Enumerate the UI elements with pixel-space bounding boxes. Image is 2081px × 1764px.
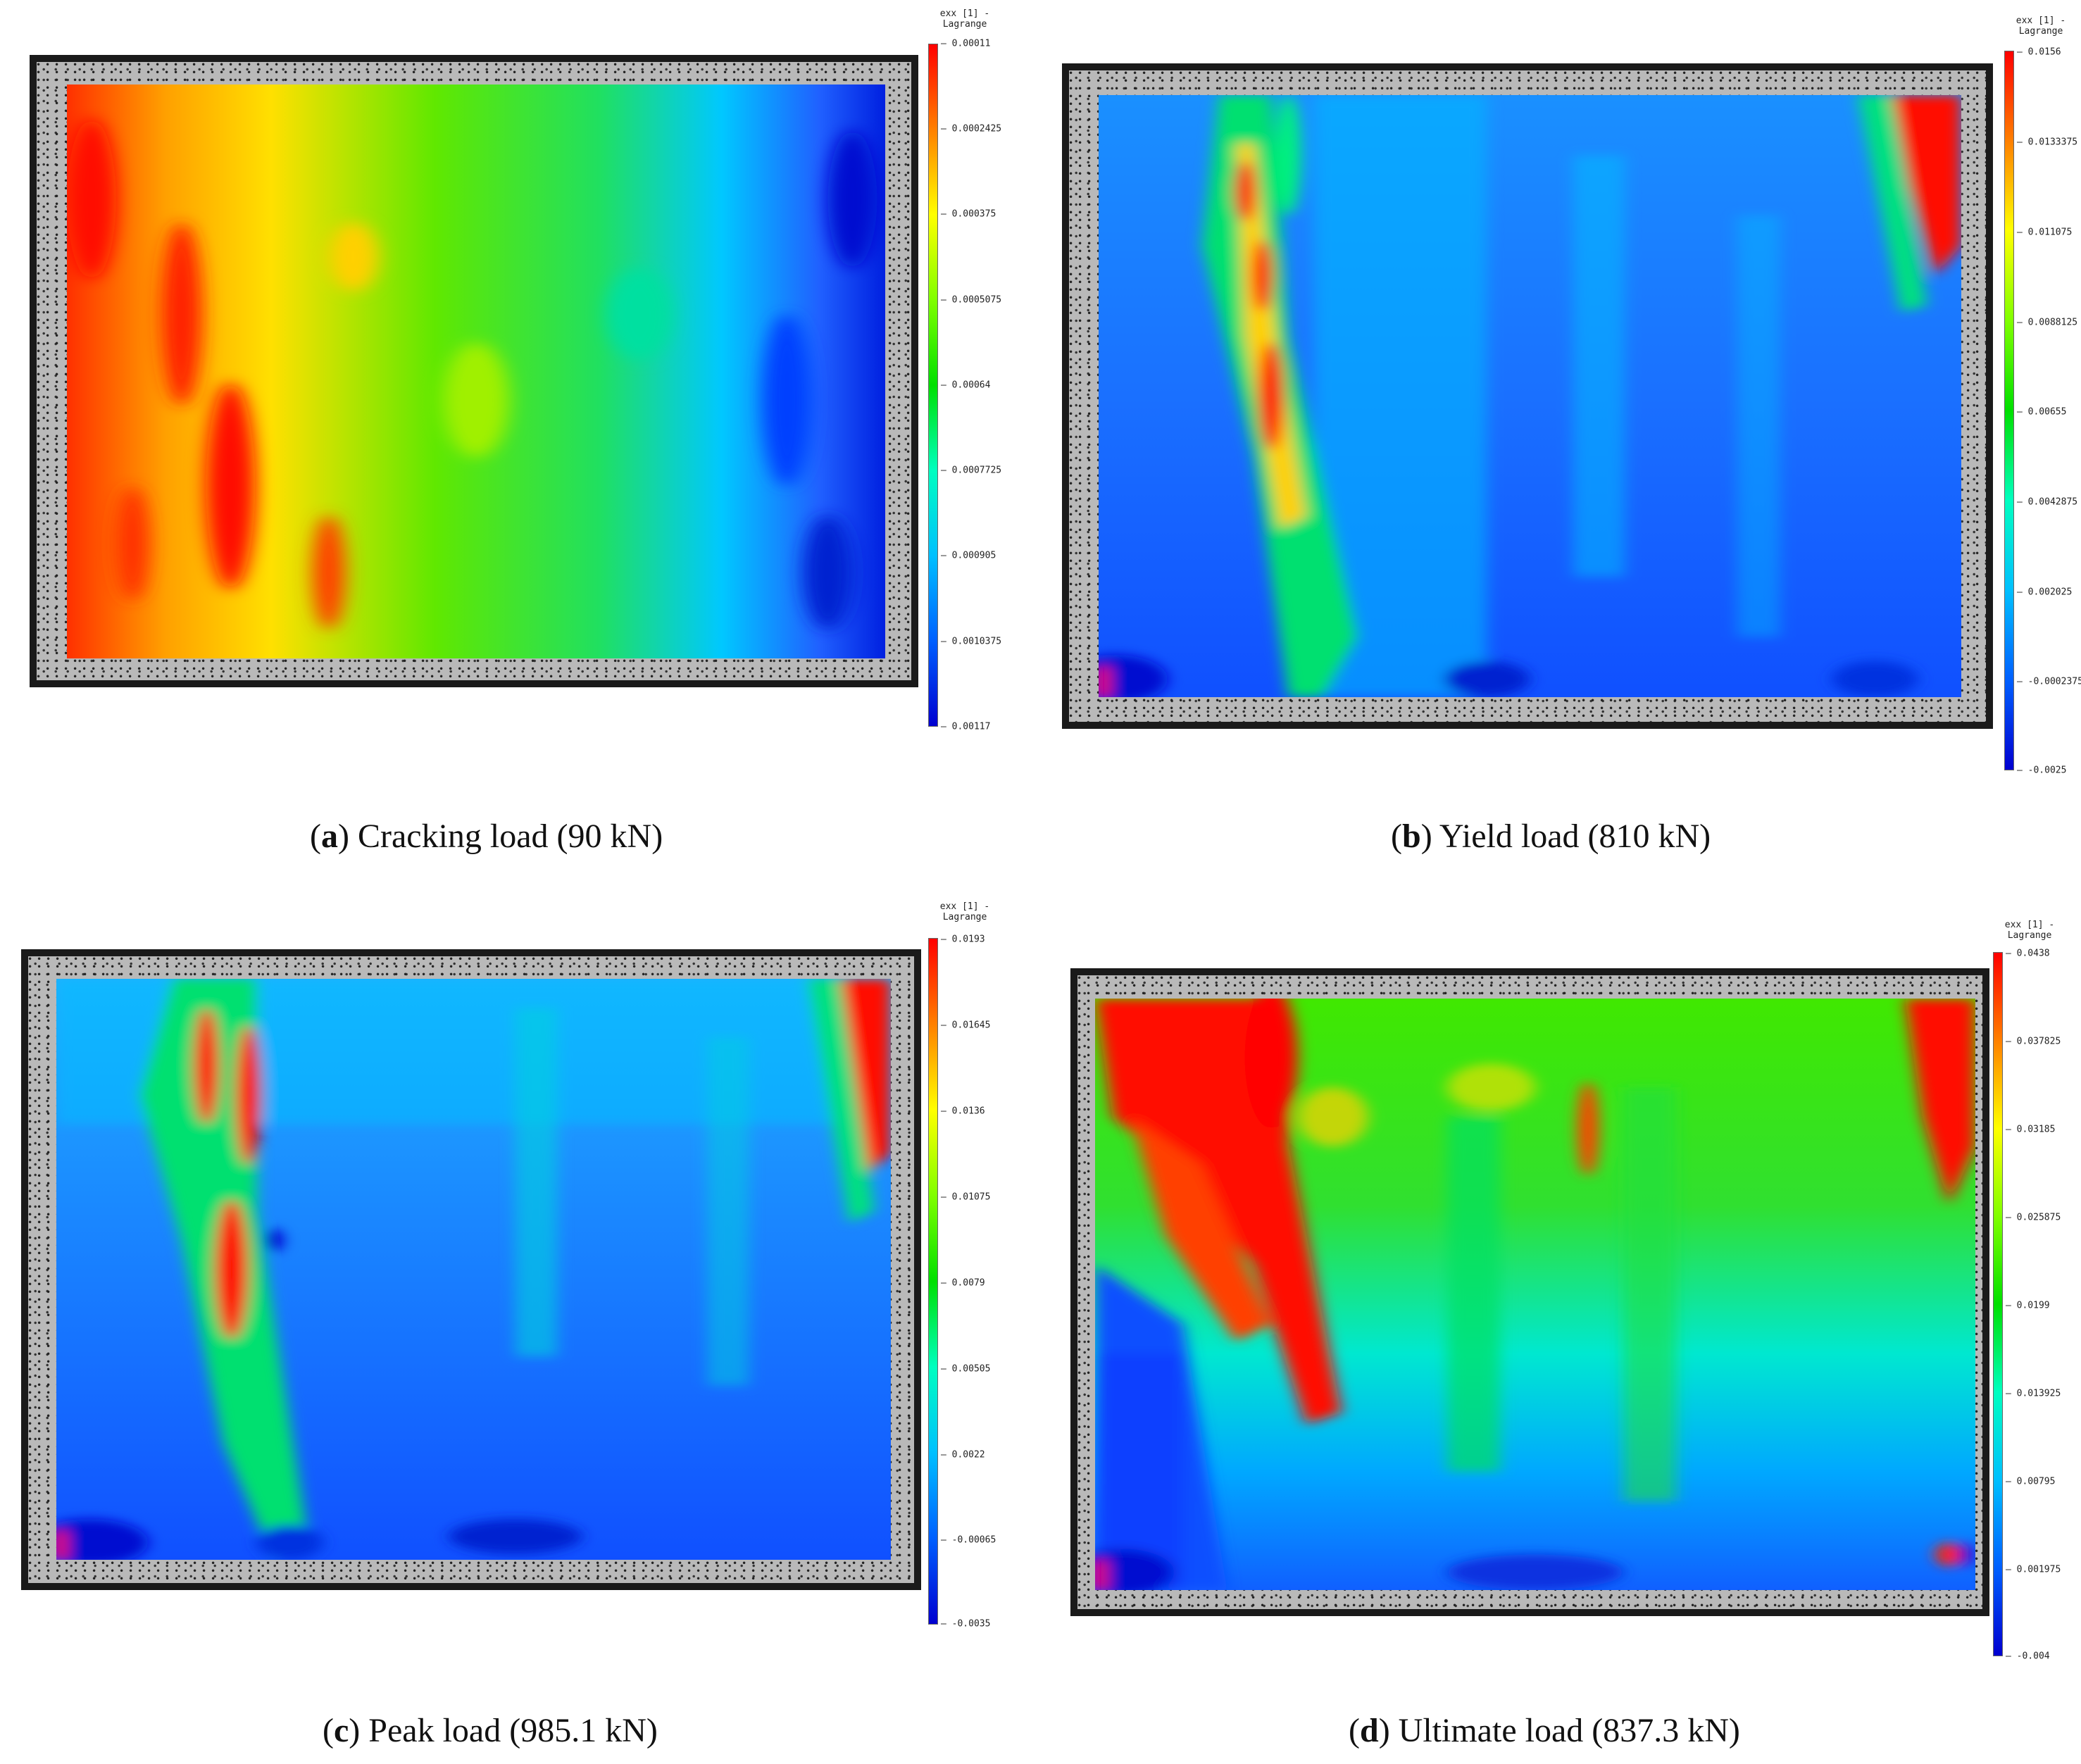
tick-label: 0.0438 [2006,949,2050,959]
tick-label: 0.001975 [2006,1565,2061,1575]
panel-caption: (b) Yield load (810 kN) [1391,818,1711,855]
tick-label: 0.0133375 [2017,137,2077,148]
tick-label: 0.0002425 [941,124,1001,135]
tick-label: 0.03185 [2006,1125,2056,1135]
tick-label: 0.0088125 [2017,318,2077,328]
tick-label: 0.00655 [2017,407,2067,418]
tick-label: 0.0193 [941,934,985,945]
tick-label: 0.01075 [941,1192,991,1203]
tick-label: 0.0079 [941,1278,985,1289]
strain-contour-map [1095,999,1975,1590]
tick-label: 0.01645 [941,1020,991,1031]
panel-caption: (c) Peak load (985.1 kN) [323,1712,658,1749]
tick-label: 0.037825 [2006,1037,2061,1047]
tick-label: 0.013925 [2006,1389,2061,1399]
tick-label: 0.0022 [941,1450,985,1460]
tick-label: 0.00011 [941,39,991,49]
strain-contour-map [1099,95,1961,697]
tick-label: 0.0007725 [941,465,1001,476]
tick-label: 0.00064 [941,380,991,391]
legend-title: exx [1] - Lagrange [2004,920,2055,941]
tick-label: 0.0042875 [2017,497,2077,508]
tick-label: 0.00505 [941,1364,991,1375]
panel-caption: (d) Ultimate load (837.3 kN) [1349,1712,1740,1749]
strain-contour-map [56,979,891,1560]
tick-label: 0.000905 [941,551,996,561]
tick-label: -0.0025 [2017,765,2067,776]
color-scale-bar [928,44,938,727]
tick-label: -0.0035 [941,1619,991,1629]
tick-label: 0.0010375 [941,637,1001,647]
tick-label: -0.004 [2006,1651,2050,1662]
tick-label: 0.0156 [2017,47,2061,58]
tick-label: -0.00065 [941,1535,996,1546]
color-scale-bar [2004,51,2014,770]
tick-label: 0.00795 [2006,1477,2056,1487]
tick-label: 0.025875 [2006,1213,2061,1223]
tick-label: 0.0199 [2006,1301,2050,1311]
tick-label: 0.0136 [941,1106,985,1117]
tick-label: 0.000375 [941,209,996,220]
panel-caption: (a) Cracking load (90 kN) [310,818,663,855]
strain-contour-map [67,85,885,658]
tick-label: -0.0002375 [2017,677,2081,687]
legend-title: exx [1] - Lagrange [939,8,990,30]
legend-title: exx [1] - Lagrange [939,901,990,922]
color-scale-bar [928,938,938,1625]
tick-label: 0.011075 [2017,227,2073,238]
color-scale-bar [1993,952,2003,1656]
tick-label: 0.00117 [941,722,991,732]
tick-label: 0.0005075 [941,295,1001,306]
tick-label: 0.002025 [2017,587,2073,598]
legend-title: exx [1] - Lagrange [2016,15,2066,37]
